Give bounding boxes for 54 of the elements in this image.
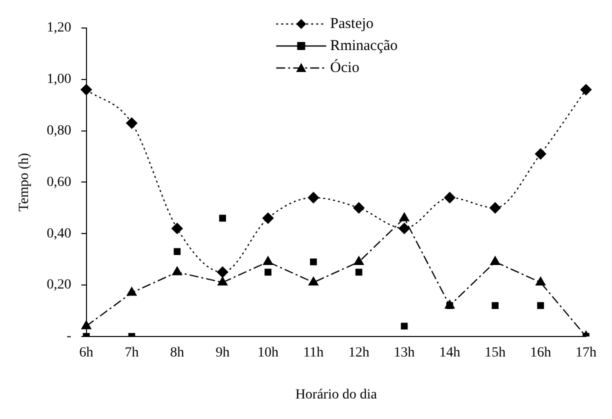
y-axis-title: Tempo (h) bbox=[17, 152, 32, 212]
point bbox=[308, 276, 318, 286]
point bbox=[126, 117, 138, 129]
point bbox=[80, 84, 92, 96]
y-tick-label: 1,20 bbox=[46, 20, 72, 36]
x-tick-label: 16h bbox=[530, 345, 552, 360]
point bbox=[490, 256, 500, 265]
point bbox=[310, 258, 317, 266]
x-tick-label: 8h bbox=[170, 345, 184, 360]
legend-label: Rminacção bbox=[330, 38, 398, 54]
legend-label: Ócio bbox=[330, 58, 360, 76]
x-tick-label: 6h bbox=[79, 345, 94, 360]
x-tick-label: 14h bbox=[439, 345, 460, 360]
x-tick-label: 13h bbox=[394, 345, 415, 360]
point bbox=[536, 276, 546, 286]
point bbox=[174, 248, 181, 256]
x-tick-label: 17h bbox=[576, 345, 596, 360]
point bbox=[262, 212, 274, 224]
x-tick-label: 11h bbox=[303, 345, 324, 360]
point bbox=[264, 268, 272, 276]
point bbox=[580, 84, 592, 96]
point bbox=[398, 222, 410, 234]
y-tick-label: 0,20 bbox=[46, 278, 72, 293]
point bbox=[263, 256, 273, 265]
point bbox=[216, 266, 228, 278]
y-tick-label: - bbox=[66, 329, 72, 344]
y-tick-label: 0,40 bbox=[46, 226, 72, 242]
point bbox=[400, 322, 408, 330]
point bbox=[308, 192, 320, 204]
x-tick-label: 12h bbox=[348, 345, 370, 360]
x-axis-title: Horário do dia bbox=[295, 387, 378, 402]
point bbox=[81, 320, 92, 330]
point bbox=[492, 302, 499, 309]
x-tick-label: 15h bbox=[484, 345, 506, 360]
y-tick-label: 1,00 bbox=[46, 72, 72, 88]
x-tick-label: 7h bbox=[124, 345, 139, 360]
point bbox=[172, 222, 183, 234]
point bbox=[354, 256, 364, 265]
point bbox=[534, 148, 546, 160]
y-tick-label: 0,60 bbox=[46, 174, 72, 190]
point bbox=[126, 287, 137, 296]
point bbox=[218, 276, 228, 286]
point bbox=[444, 192, 456, 204]
point bbox=[219, 214, 226, 222]
point bbox=[355, 268, 362, 276]
point bbox=[172, 266, 182, 276]
x-tick-label: 9h bbox=[216, 345, 230, 360]
point bbox=[353, 202, 364, 214]
y-tick-label: 0,80 bbox=[46, 123, 72, 138]
point bbox=[490, 202, 501, 214]
point bbox=[399, 212, 410, 222]
point bbox=[537, 302, 544, 309]
x-tick-label: 10h bbox=[258, 345, 279, 360]
legend-label: Pastejo bbox=[330, 16, 374, 32]
